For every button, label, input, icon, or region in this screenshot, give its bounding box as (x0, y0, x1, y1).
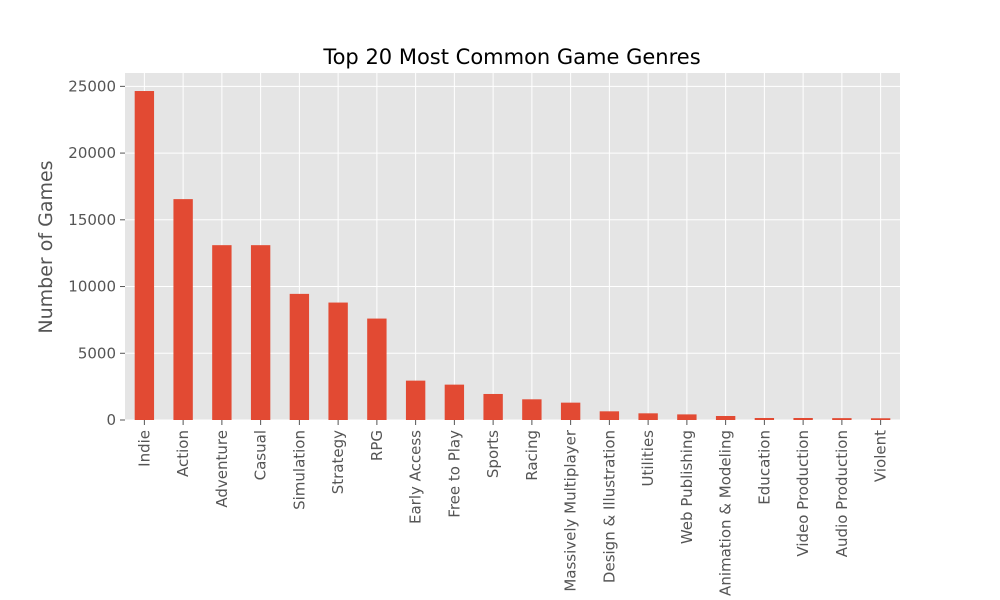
x-tick-label-7: Early Access (407, 430, 425, 524)
x-tick-label-13: Utilities (639, 430, 657, 487)
bar-16 (754, 417, 775, 420)
y-tick-label-3: 15000 (68, 211, 116, 229)
y-tick-label-2: 10000 (68, 278, 116, 296)
bar-8 (444, 384, 465, 420)
bar-1 (173, 199, 193, 420)
bar-14 (677, 414, 697, 420)
bar-17 (793, 417, 813, 420)
bar-0 (134, 91, 155, 421)
bar-12 (599, 411, 620, 420)
x-tick-label-1: Action (174, 430, 192, 477)
bar-18 (832, 418, 852, 420)
x-tick-label-18: Audio Production (833, 430, 851, 557)
x-tick-label-15: Animation & Modeling (717, 430, 735, 596)
y-axis-ticks: 0 5000 10000 15000 20000 25000 (68, 77, 125, 429)
bar-19 (870, 418, 891, 420)
x-tick-label-2: Adventure (213, 430, 231, 508)
y-tick-label-1: 5000 (78, 344, 116, 362)
x-tick-label-5: Strategy (329, 430, 347, 494)
bar-3 (250, 245, 271, 420)
bar-13 (638, 413, 658, 420)
x-tick-label-19: Violent (872, 430, 890, 482)
bar-9 (483, 393, 503, 420)
y-tick-label-5: 25000 (68, 77, 116, 95)
x-tick-label-11: Massively Multiplayer (562, 429, 580, 592)
x-tick-label-17: Video Production (794, 430, 812, 557)
bar-10 (522, 399, 542, 420)
x-tick-label-4: Simulation (290, 430, 308, 510)
y-tick-label-0: 0 (106, 411, 116, 429)
x-tick-label-10: Racing (523, 430, 541, 481)
bar-6 (367, 318, 387, 420)
bars (134, 91, 891, 421)
plot-area (125, 73, 900, 420)
y-tick-label-4: 20000 (68, 144, 116, 162)
x-tick-label-16: Education (755, 430, 773, 505)
y-axis-label: Number of Games (35, 160, 57, 333)
chart-title: Top 20 Most Common Game Genres (322, 45, 700, 69)
x-axis-ticks: Indie Action Adventure Casual Simulation Stra… (135, 420, 890, 596)
x-tick-label-6: RPG (368, 430, 386, 461)
bar-2 (212, 245, 232, 420)
bar-5 (328, 302, 348, 420)
x-tick-label-9: Sports (484, 430, 502, 478)
bar-11 (560, 402, 581, 420)
x-tick-label-8: Free to Play (445, 430, 463, 518)
bar-4 (289, 293, 310, 420)
bar-7 (405, 380, 426, 420)
x-tick-label-3: Casual (252, 430, 270, 480)
x-tick-label-12: Design & Illustration (600, 430, 618, 583)
grid-lines (125, 73, 900, 421)
x-tick-label-14: Web Publishing (678, 430, 696, 544)
x-tick-label-0: Indie (135, 430, 153, 467)
bar-15 (715, 415, 736, 420)
